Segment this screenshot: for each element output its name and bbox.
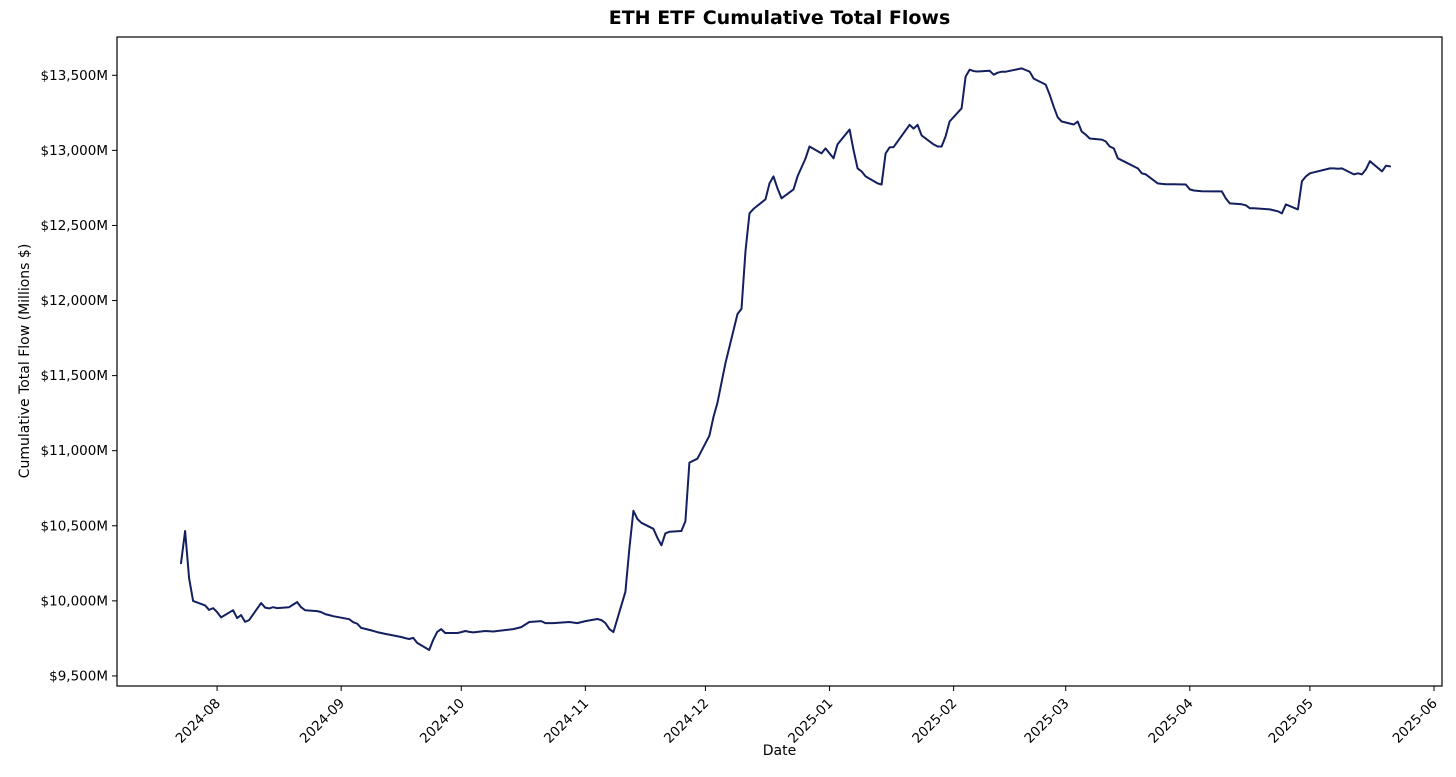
x-tick-label: 2024-11	[541, 696, 592, 747]
y-tick-label: $12,500M	[41, 218, 108, 234]
x-tick-label: 2024-12	[661, 696, 712, 747]
flows-line-series	[180, 67, 1391, 651]
plot-area	[117, 37, 1442, 686]
x-tick-label: 2025-03	[1021, 696, 1072, 747]
y-axis-title: Cumulative Total Flow (Millions $)	[17, 243, 33, 479]
y-tick-label: $13,500M	[41, 68, 108, 84]
x-tick-label: 2024-10	[417, 696, 468, 747]
y-tick-label: $9,500M	[49, 668, 108, 684]
x-tick-label: 2025-06	[1390, 696, 1441, 747]
y-tick-label: $10,500M	[41, 518, 108, 534]
x-tick-label: 2024-09	[297, 696, 348, 747]
y-tick-label: $10,000M	[41, 593, 108, 609]
x-tick-label: 2025-04	[1145, 696, 1196, 747]
y-tick-label: $12,000M	[41, 293, 108, 309]
y-tick-label: $13,000M	[41, 143, 108, 159]
y-tick-label: $11,500M	[41, 368, 108, 384]
x-axis-title: Date	[762, 743, 797, 759]
x-tick-label: 2024-08	[173, 696, 224, 747]
x-tick-label: 2025-01	[785, 696, 836, 747]
x-tick-label: 2025-02	[909, 696, 960, 747]
x-tick-label: 2025-05	[1266, 696, 1317, 747]
plot-border	[116, 36, 1443, 687]
y-tick-label: $11,000M	[41, 443, 108, 459]
chart-title: ETH ETF Cumulative Total Flows	[608, 7, 951, 29]
